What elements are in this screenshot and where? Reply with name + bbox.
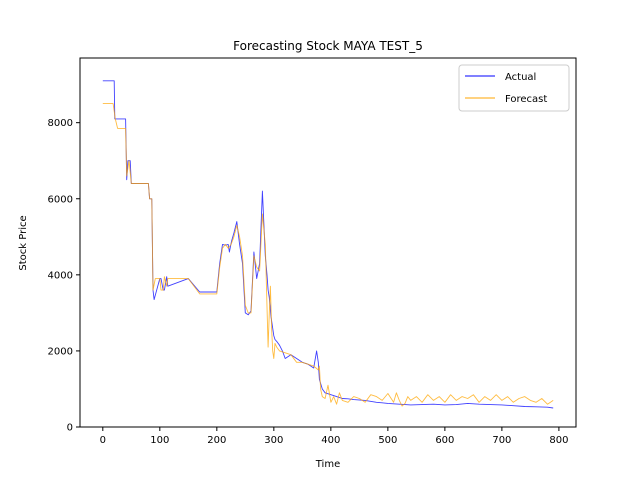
legend-actual-label: Actual [505, 72, 536, 83]
x-tick-label-700: 700 [492, 435, 511, 446]
x-tick-label-400: 400 [321, 435, 340, 446]
x-axis: 0 100 200 300 400 500 600 700 800 [100, 427, 568, 446]
x-tick-label-200: 200 [207, 435, 226, 446]
y-tick-label-0: 0 [67, 423, 73, 434]
plot-area [79, 57, 577, 428]
x-tick-label-800: 800 [549, 435, 568, 446]
y-tick-label-4000: 4000 [48, 270, 73, 281]
y-tick-label-2000: 2000 [48, 346, 73, 357]
series-line-forecast [102, 103, 554, 407]
y-axis-label: Stock Price [18, 215, 29, 270]
x-tick-label-100: 100 [150, 435, 169, 446]
legend: Actual Forecast [458, 64, 570, 112]
series-layer [102, 80, 554, 409]
x-tick-label-600: 600 [435, 435, 454, 446]
x-tick-label-500: 500 [378, 435, 397, 446]
x-tick-label-300: 300 [264, 435, 283, 446]
plot-frame [79, 57, 577, 428]
y-tick-label-6000: 6000 [48, 194, 73, 205]
chart-title: Forecasting Stock MAYA TEST_5 [233, 39, 423, 53]
y-tick-label-8000: 8000 [48, 118, 73, 129]
legend-forecast-label: Forecast [505, 94, 547, 105]
x-tick-label-0: 0 [100, 435, 106, 446]
y-axis: 0 2000 4000 6000 8000 [48, 118, 80, 434]
x-axis-label: Time [315, 459, 340, 470]
